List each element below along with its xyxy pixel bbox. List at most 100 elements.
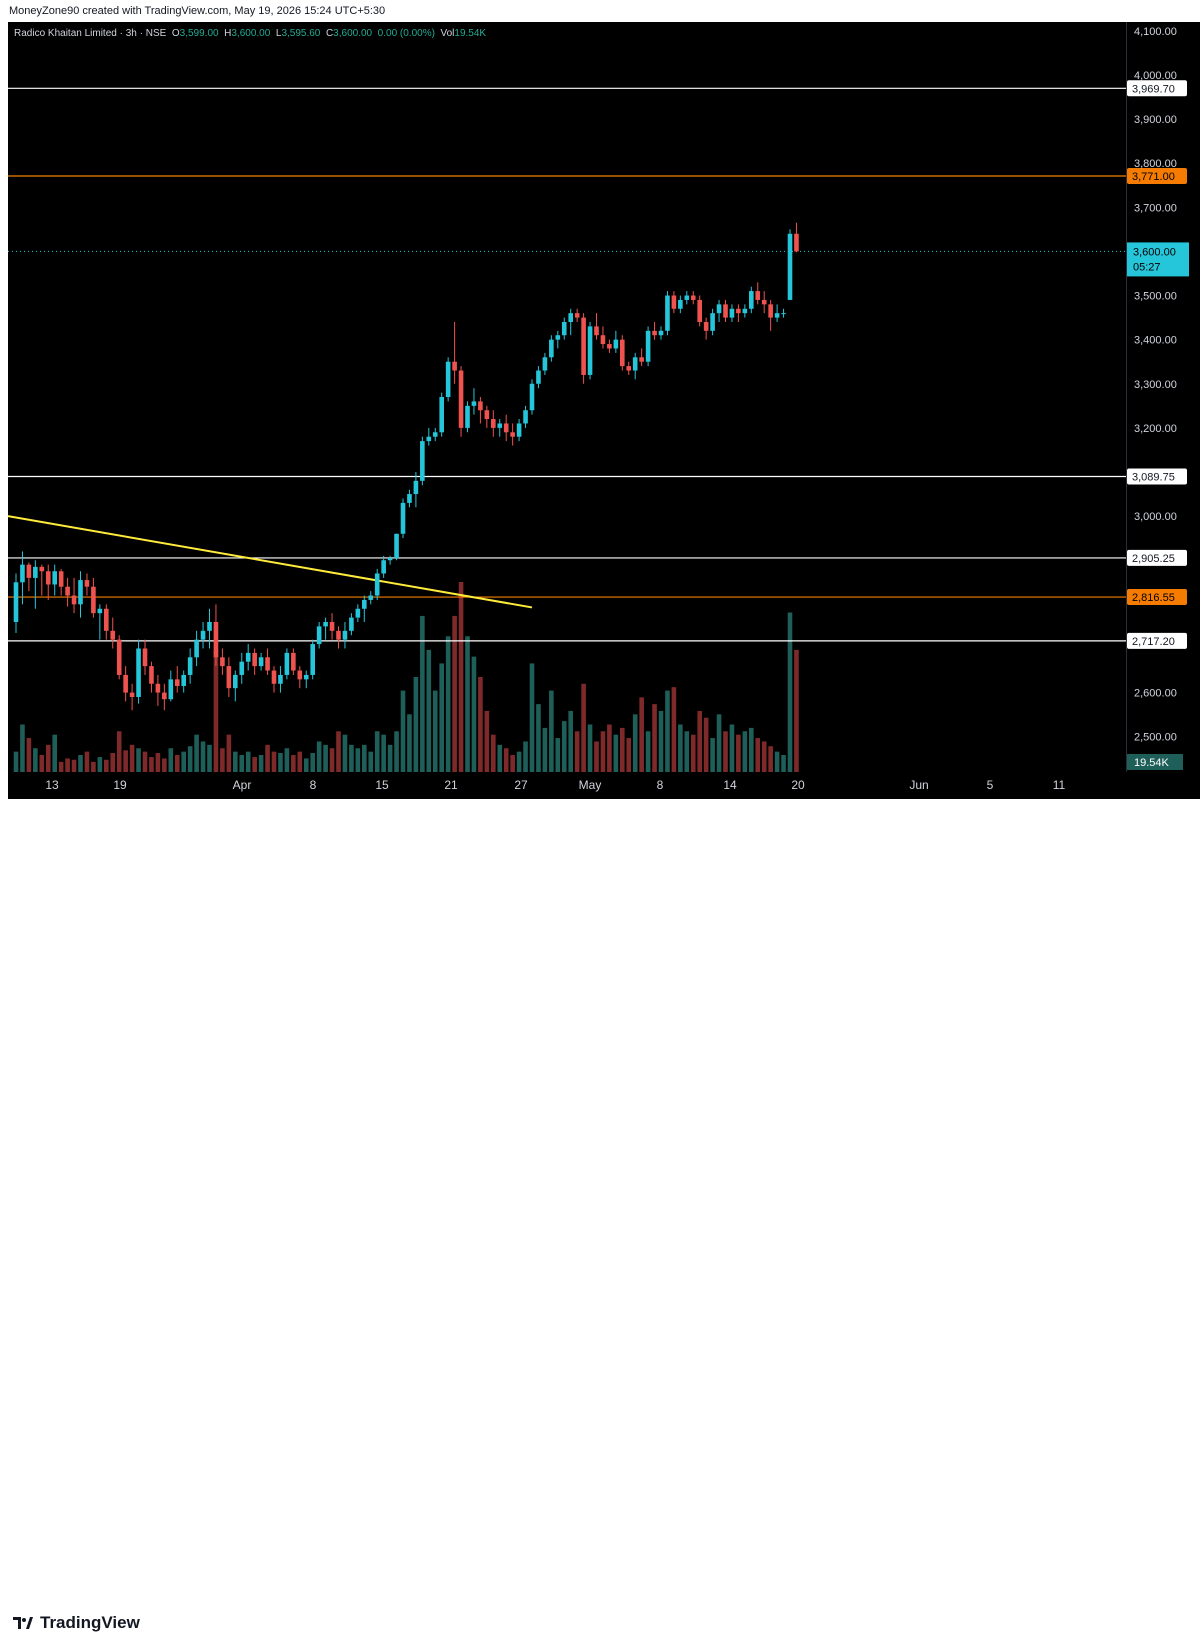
volume-label: 19.54K (1134, 757, 1170, 769)
time-tick-label: 11 (1053, 778, 1066, 792)
volume-bar (581, 683, 586, 772)
candle-body (568, 313, 573, 322)
volume-bar (136, 748, 141, 772)
volume-bar (129, 744, 135, 772)
candle-body (697, 299, 702, 322)
volume-bar (536, 704, 541, 772)
volume-bar (381, 734, 386, 772)
tradingview-logo[interactable]: TradingView (12, 1613, 140, 1633)
candle-body (284, 652, 290, 675)
volume-bar (794, 649, 799, 772)
volume-bar (387, 744, 393, 772)
candle-body (555, 335, 561, 340)
volume-bar (542, 727, 548, 772)
volume-bar (697, 710, 702, 772)
candle-body (84, 580, 90, 587)
volume-bar (413, 677, 419, 772)
candle-body (52, 571, 57, 585)
volume-bar (329, 748, 335, 772)
volume-bar (400, 690, 406, 772)
volume-bar (587, 724, 593, 772)
volume-bar (310, 753, 315, 772)
candle-body (71, 595, 77, 605)
price-tick-label: 3,400.00 (1134, 335, 1177, 347)
volume-bar (561, 721, 567, 772)
volume-bar (690, 734, 696, 772)
candle-body (239, 661, 245, 675)
volume-bar (368, 751, 374, 772)
candle-body (458, 370, 464, 428)
volume-bar (742, 731, 748, 772)
volume-bar (458, 582, 464, 772)
trendline (7, 515, 533, 609)
candle-body (710, 313, 715, 331)
candlestick-chart[interactable]: 3,969.70 3,771.00 3,089.75 2,905.25 2,816.55… (0, 0, 1200, 800)
volume-bar (761, 741, 767, 772)
volume-bar (58, 761, 64, 772)
volume-bar (620, 727, 625, 772)
volume-bar (110, 753, 116, 772)
candle-body (516, 423, 522, 437)
candle-body (155, 683, 161, 693)
volume-bar (394, 731, 399, 772)
candle-body (142, 648, 148, 667)
volume-bar (323, 744, 328, 772)
candle-body (594, 326, 599, 336)
candle-body (774, 313, 780, 318)
level-label: 2,717.20 (1132, 636, 1175, 648)
time-axis[interactable] (8, 772, 1200, 799)
candle-body (613, 339, 619, 349)
candles-layer (13, 222, 799, 711)
level-label-box (1127, 632, 1187, 649)
candle-body (503, 423, 509, 433)
time-axis-labels: 13 19 Apr 8 15 21 27 May 8 14 20 Jun 5 11 (45, 778, 1065, 792)
time-tick-label: 5 (987, 778, 994, 792)
candle-body (149, 666, 154, 684)
volume-bar (45, 744, 51, 772)
time-tick-label: 8 (657, 778, 664, 792)
candle-body (26, 564, 32, 578)
candle-body (271, 670, 277, 684)
candle-body (420, 441, 425, 481)
volume-bar (510, 755, 515, 772)
volume-bar (516, 751, 522, 772)
volume-bar (432, 690, 438, 772)
candle-body (336, 630, 341, 640)
candle-body (226, 666, 232, 689)
candle-body (465, 405, 470, 428)
candle-body (116, 639, 122, 675)
candle-body (258, 657, 264, 667)
volume-bar (652, 704, 657, 772)
candle-body (310, 644, 315, 675)
volume-bar (187, 746, 193, 772)
open-value: 3,599.00 (179, 28, 219, 39)
candle-body (607, 344, 612, 349)
candle-body (536, 370, 541, 384)
volume-bar (684, 731, 690, 772)
volume-bar (445, 636, 451, 772)
price-tick-label: 3,200.00 (1134, 423, 1177, 435)
volume-bar (278, 753, 283, 772)
volume-layer (13, 582, 799, 772)
candle-body (542, 357, 548, 371)
volume-bar (613, 734, 619, 772)
volume-bar (568, 710, 573, 772)
price-tick-label: 3,800.00 (1134, 158, 1177, 170)
candle-body (252, 652, 257, 667)
time-tick-label: 8 (310, 778, 317, 792)
volume-bar (471, 656, 477, 772)
candle-body (736, 308, 741, 314)
time-tick-label: 20 (791, 778, 805, 792)
volume-bar (491, 734, 496, 772)
volume-bar (13, 751, 19, 772)
candle-body (323, 622, 328, 627)
candle-body (97, 608, 103, 614)
level-label-box (1127, 468, 1187, 485)
volume-bar (639, 697, 644, 772)
candle-body (162, 692, 167, 700)
volume-bar (26, 738, 32, 772)
candle-body (510, 432, 515, 437)
countdown-label: 05:27 (1133, 261, 1161, 273)
volume-bar (194, 734, 199, 772)
price-tick-label: 2,600.00 (1134, 688, 1177, 700)
